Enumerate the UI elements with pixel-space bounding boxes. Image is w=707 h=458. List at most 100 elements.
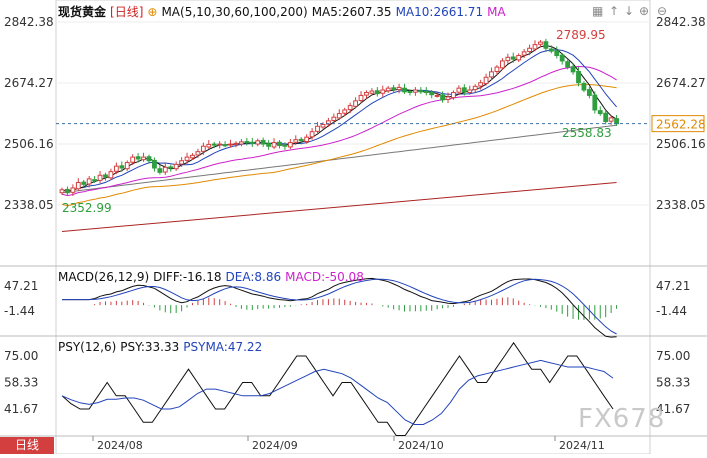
- candle-body: [320, 123, 326, 128]
- psy-tick-right: 58.33: [656, 376, 690, 390]
- candle-body: [608, 117, 614, 122]
- psy-tick-left: 75.00: [4, 349, 38, 363]
- ma10-line: [61, 49, 617, 192]
- candle-body: [516, 55, 522, 61]
- candle-body: [92, 179, 98, 182]
- macd-tick-right: -1.44: [656, 304, 687, 318]
- candle-body: [184, 156, 190, 161]
- time-tick-label: 2024/08: [97, 439, 143, 452]
- candle-body: [59, 189, 65, 194]
- candle-body: [461, 87, 467, 93]
- ma200-line: [61, 182, 617, 233]
- candle-body: [233, 142, 239, 145]
- candle-body: [271, 142, 277, 148]
- candle-body: [597, 110, 603, 115]
- macd-name: MACD(26,12,9): [58, 270, 150, 284]
- grid-icon[interactable]: ▦: [592, 4, 604, 18]
- price-tick-right: 2338.05: [656, 198, 706, 212]
- candle-body: [385, 87, 391, 92]
- candle-body: [592, 94, 598, 111]
- candle-body: [423, 90, 429, 94]
- candle-body: [527, 47, 532, 53]
- candle-body: [190, 154, 195, 159]
- candle-body: [217, 143, 223, 146]
- period-plus-icon[interactable]: ⊕: [147, 5, 158, 19]
- candle-body: [494, 66, 500, 72]
- price-tick-left: 2674.27: [4, 76, 54, 90]
- psy-line: [61, 341, 614, 436]
- candle-body: [554, 50, 560, 57]
- macd-diff-value: DIFF:-16.18: [153, 270, 222, 284]
- candle-body: [249, 141, 255, 144]
- psy-tick-left: 58.33: [4, 376, 38, 390]
- candle-body: [260, 139, 266, 145]
- candle-body: [412, 89, 418, 93]
- candle-body: [521, 51, 527, 56]
- candle-body: [369, 90, 375, 94]
- main-header: 现货黄金 [日线] ⊕ MA(5,10,30,60,100,200) MA5:2607.…: [58, 5, 510, 19]
- recent-low-annotation: 2558.83: [562, 126, 612, 140]
- candle-body: [239, 141, 244, 145]
- zoom-in-icon[interactable]: ⊕: [639, 4, 650, 18]
- macd-tick-left: -1.44: [4, 304, 35, 318]
- arrow-up-icon[interactable]: ↑: [609, 4, 620, 18]
- candle-body: [162, 166, 168, 173]
- candle-body: [347, 105, 353, 111]
- ma-list-label[interactable]: MA(5,10,30,60,100,200): [161, 5, 308, 19]
- period-selector[interactable]: [日线]: [110, 5, 144, 19]
- instrument-name: 现货黄金: [58, 5, 107, 19]
- price-tick-right: 2506.16: [656, 137, 706, 151]
- candle-body: [364, 92, 369, 96]
- price-tick-left: 2338.05: [4, 198, 54, 212]
- candle-body: [380, 89, 386, 94]
- psy-tick-right: 75.00: [656, 349, 690, 363]
- candle-body: [124, 162, 130, 170]
- candle-body: [298, 138, 304, 142]
- candle-body: [152, 159, 157, 169]
- ma-more-label: MA: [487, 5, 506, 19]
- candle-body: [157, 168, 163, 173]
- candle-body: [505, 56, 511, 62]
- macd-tick-right: 47.21: [656, 279, 690, 293]
- last-price-box: [651, 115, 705, 133]
- candle-body: [559, 54, 565, 62]
- candle-body: [287, 142, 293, 148]
- zoom-out-icon[interactable]: ⊖: [657, 4, 668, 18]
- time-tick-label: 2024/09: [252, 439, 298, 452]
- candle-body: [81, 181, 87, 185]
- candle-body: [483, 76, 489, 84]
- arrow-down-icon[interactable]: ↓: [624, 4, 635, 18]
- candle-body: [570, 66, 576, 73]
- candle-body: [472, 85, 478, 91]
- psyma-value: PSYMA:47.22: [183, 340, 263, 354]
- psy-name: PSY(12,6): [58, 340, 117, 354]
- candle-body: [429, 91, 435, 96]
- price-tick-right: 2842.38: [656, 15, 706, 29]
- time-tick-label: 2024/11: [559, 439, 605, 452]
- candle-body: [396, 86, 402, 91]
- candle-body: [576, 70, 581, 84]
- candle-body: [467, 89, 473, 94]
- candle-body: [510, 56, 516, 60]
- candle-body: [402, 87, 407, 93]
- candle-body: [173, 163, 179, 170]
- candle-body: [113, 165, 119, 172]
- price-tick-right: 2674.27: [656, 76, 706, 90]
- psy-tick-left: 41.67: [4, 402, 38, 416]
- candle-body: [451, 92, 456, 99]
- candle-body: [146, 156, 152, 162]
- candle-body: [489, 71, 494, 78]
- macd-diff-line: [62, 277, 617, 338]
- candle-body: [200, 145, 206, 152]
- candle-body: [86, 178, 92, 185]
- candle-body: [538, 41, 543, 45]
- candle-body: [304, 136, 310, 143]
- ma100-line: [61, 124, 617, 194]
- candle-body: [434, 94, 440, 97]
- candle-body: [255, 140, 261, 145]
- period-tab[interactable]: 日线: [0, 437, 54, 454]
- macd-tick-left: 47.21: [4, 279, 38, 293]
- candle-body: [135, 156, 141, 160]
- candle-body: [266, 143, 272, 147]
